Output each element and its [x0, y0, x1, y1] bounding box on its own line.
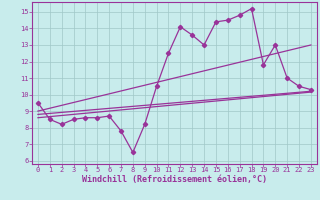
- X-axis label: Windchill (Refroidissement éolien,°C): Windchill (Refroidissement éolien,°C): [82, 175, 267, 184]
